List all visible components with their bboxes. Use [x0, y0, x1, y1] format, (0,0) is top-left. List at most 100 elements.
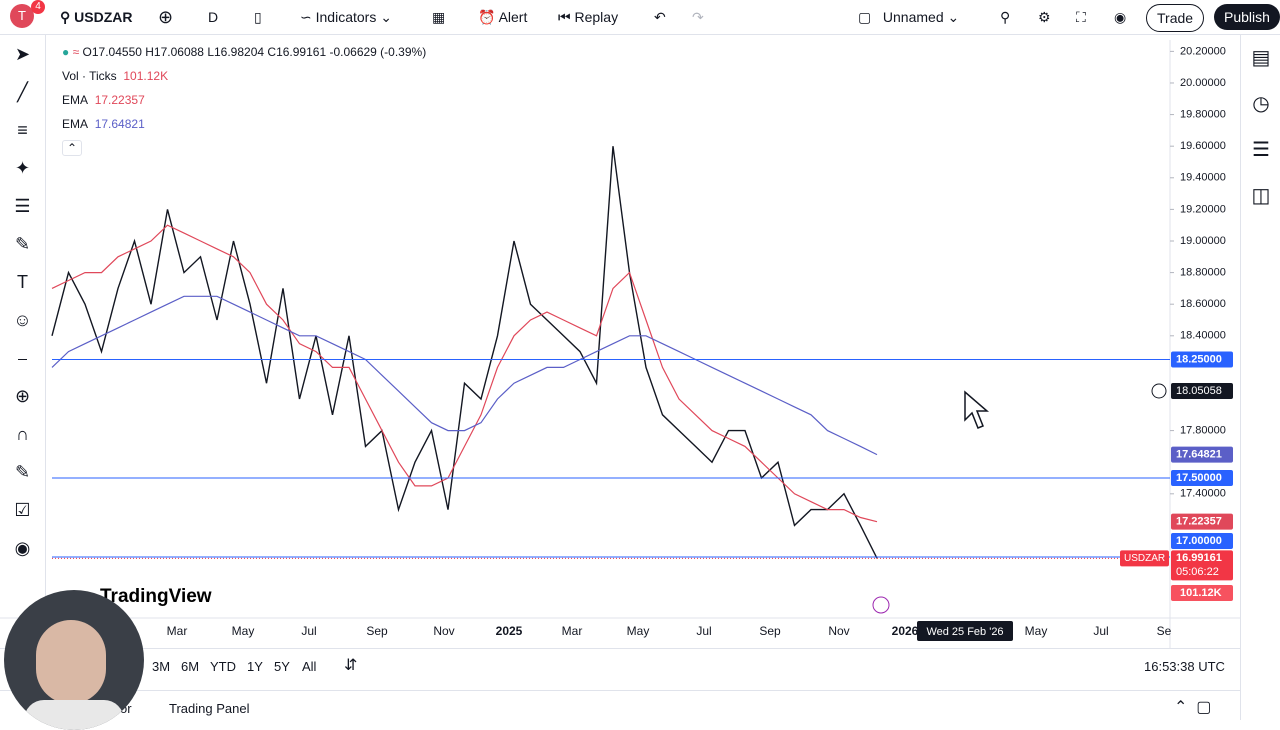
x-tick-label: Jul — [696, 624, 711, 638]
status-dot: ● — [62, 45, 70, 59]
layout-button[interactable]: ▢ Unnamed ⌄ — [858, 9, 960, 25]
line-price-label: 17.00000 — [1176, 535, 1222, 547]
line-price-label: 18.25000 — [1176, 353, 1222, 365]
chart: TradingView 20.20000 20.00000 19.80000 19.6… — [0, 40, 1240, 648]
quick-search[interactable]: ⚲ — [1000, 9, 1011, 25]
y-tick-label: 19.00000 — [1180, 235, 1226, 247]
countdown: 05:06:22 — [1176, 566, 1219, 578]
y-tick-label: 20.20000 — [1180, 45, 1226, 57]
x-tick-label: 2026 — [892, 624, 919, 638]
panel-tab[interactable]: or — [120, 701, 132, 716]
volume-label-bg — [1171, 585, 1233, 601]
layout-name: Unnamed — [882, 9, 944, 25]
crosshair-price-bg — [1171, 383, 1233, 400]
y-tick-label: 17.80000 — [1180, 425, 1226, 437]
x-tick-label: Mar — [562, 624, 583, 638]
line-price-label-bg — [1171, 351, 1233, 368]
ema-value: 17.22357 — [94, 93, 145, 107]
x-tick-label: Sep — [759, 624, 781, 638]
x-tick-label: Nov — [828, 624, 849, 638]
ema-slow-legend: EMA 17.64821 — [62, 117, 145, 131]
ohlc-legend: ● ≈ O17.04550 H17.06088 L16.98204 C16.99… — [62, 45, 426, 59]
range-button[interactable]: All — [302, 659, 317, 674]
crosshair-date-bg — [917, 621, 1013, 641]
range-button[interactable]: 5Y — [274, 659, 290, 674]
x-tick-label: Se — [1157, 624, 1172, 638]
undo-button[interactable]: ↶ — [654, 9, 666, 25]
y-tick-label: 18.60000 — [1180, 298, 1226, 310]
fullscreen-button[interactable]: ⛶ — [1076, 9, 1086, 25]
symbol-tag-bg — [1120, 550, 1169, 567]
face — [36, 620, 106, 704]
templates-button[interactable]: ▦ — [432, 9, 446, 25]
compare-button[interactable]: ⊕ — [158, 7, 174, 27]
right-sidebar: ▤ ◷ ☰ ◫ — [1240, 35, 1280, 720]
ema-label: EMA — [62, 93, 89, 107]
y-tick-label: 19.20000 — [1180, 203, 1226, 215]
watermark: TradingView — [100, 586, 212, 607]
symbol: USDZAR — [74, 9, 133, 25]
mouse-cursor — [964, 390, 990, 429]
symbol-tag: USDZAR — [1124, 553, 1165, 564]
ema-price-label-bg — [1171, 446, 1233, 463]
last-price-label: 16.99161 — [1176, 552, 1222, 564]
top-toolbar: T 4 ⚲ USDZAR ⊕ D ▯ ∽ Indicators ⌄ ▦ ⏰ Al… — [0, 0, 1280, 35]
y-tick-label: 19.80000 — [1180, 108, 1226, 120]
trade-button[interactable]: Trade — [1146, 4, 1205, 32]
range-button[interactable]: YTD — [210, 659, 236, 674]
date-range-button[interactable]: ⇵ — [344, 657, 358, 674]
range-button[interactable]: 3M — [152, 659, 171, 674]
vol-label: Vol · Ticks — [62, 69, 117, 83]
line-price-label: 17.50000 — [1176, 472, 1222, 484]
range-button[interactable]: 6M — [181, 659, 200, 674]
replay-label: Replay — [574, 9, 619, 25]
low: L16.98204 — [207, 45, 265, 59]
webcam-overlay — [4, 590, 144, 730]
volume-label: 101.12K — [1180, 587, 1222, 599]
chart-type[interactable]: ▯ — [254, 9, 262, 25]
crosshair-price: 18.05058 — [1176, 385, 1222, 397]
shirt — [24, 700, 124, 730]
line-price-label-bg — [1171, 470, 1233, 487]
symbol-search[interactable]: ⚲ USDZAR — [60, 9, 133, 25]
replay-button[interactable]: ⏮ Replay — [558, 9, 619, 25]
x-tick-label: 2025 — [496, 624, 523, 638]
range-button[interactable]: 1Y — [247, 659, 263, 674]
close: C16.99161 — [267, 45, 327, 59]
y-tick-label: 19.40000 — [1180, 172, 1226, 184]
x-tick-label: May — [627, 624, 650, 638]
y-tick-label: 17.40000 — [1180, 488, 1226, 500]
snapshot-button[interactable]: ◉ — [1114, 9, 1127, 25]
user-avatar[interactable]: T — [10, 4, 34, 28]
ema-price-label: 17.64821 — [1176, 448, 1222, 460]
ema-line — [51, 224, 878, 523]
indicators-button[interactable]: ∽ Indicators ⌄ — [300, 9, 392, 25]
panel-tab[interactable]: Trading Panel — [169, 701, 250, 716]
add-alert-icon — [1151, 383, 1167, 399]
collapse-legend[interactable]: ⌃ — [62, 140, 83, 156]
x-tick-label: Nov — [433, 624, 454, 638]
ema-fast-legend: EMA 17.22357 — [62, 93, 145, 107]
interval[interactable]: D — [208, 9, 219, 25]
x-tick-label: May — [232, 624, 255, 638]
settings-button[interactable]: ⚙ — [1038, 9, 1051, 25]
line-price-label-bg — [1171, 533, 1233, 550]
x-tick-label: Jul — [1093, 624, 1108, 638]
collapse-panel[interactable]: ⌃ ▢ — [1174, 699, 1212, 716]
volume-legend: Vol · Ticks 101.12K — [62, 69, 168, 83]
ema-price-label-bg — [1171, 513, 1233, 530]
sidebar-icons[interactable]: ▤ ◷ ☰ ◫ — [1251, 47, 1271, 207]
last-price-bg — [1171, 550, 1233, 581]
bottom-bar: 16:53:38 UTC ⇵ 3M 6M YTD 1Y 5Y All — [0, 648, 1240, 685]
alert-label: Alert — [498, 9, 528, 25]
alert-button[interactable]: ⏰ Alert — [478, 9, 528, 25]
tool-icons[interactable]: ➤ ╱ ≡ ✦ ☰ ✎ T ☺ ⎯ ⊕ ∩ ✎ ☑ ◉ — [13, 44, 32, 558]
vol-value: 101.12K — [123, 69, 169, 83]
ema-line — [51, 295, 878, 456]
status-icon: ≈ — [72, 45, 80, 59]
open: O17.04550 — [82, 45, 142, 59]
redo-button[interactable]: ↷ — [692, 9, 704, 25]
ema-price-label: 17.22357 — [1176, 516, 1222, 528]
publish-button[interactable]: Publish — [1214, 4, 1280, 30]
